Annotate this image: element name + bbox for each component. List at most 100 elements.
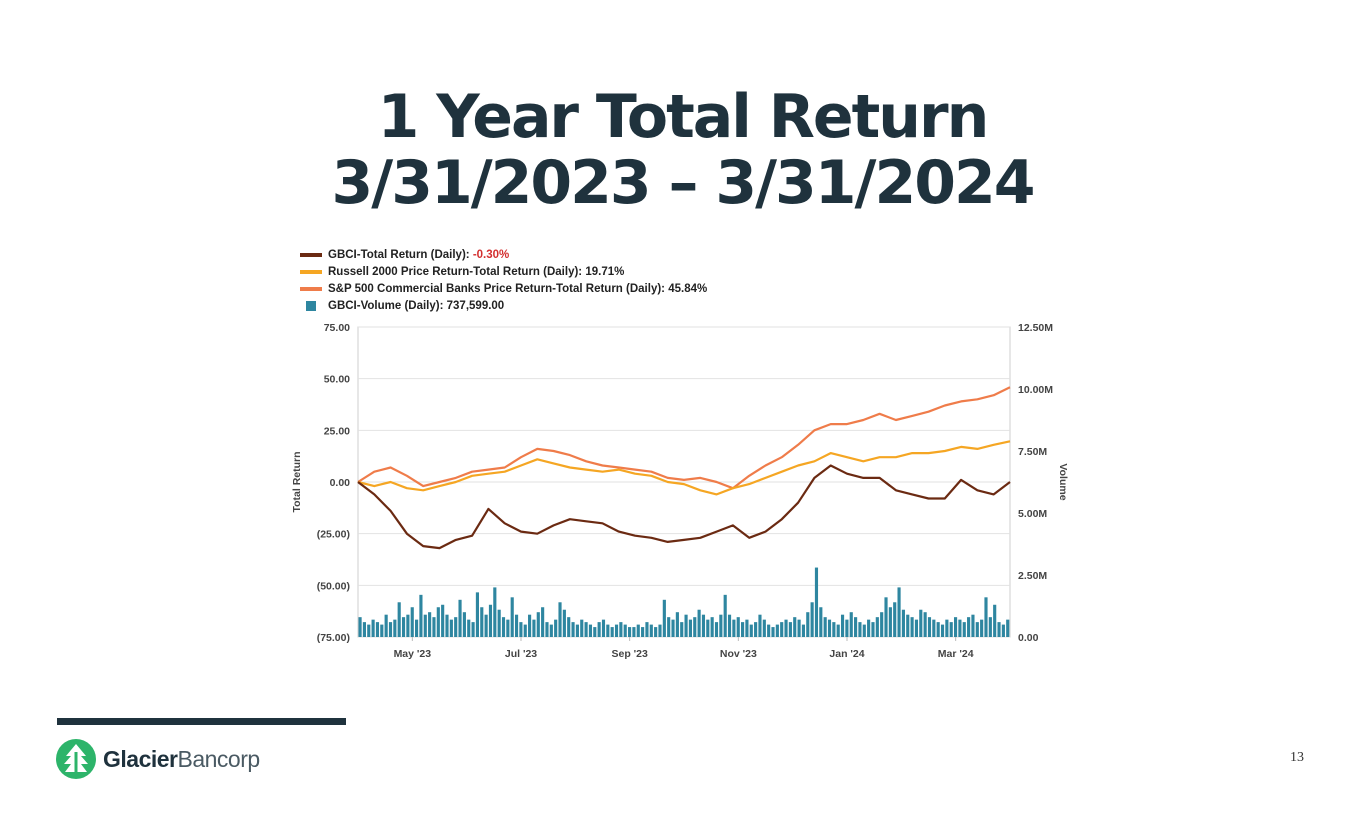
- volume-bar: [428, 612, 432, 637]
- volume-bar: [680, 622, 684, 637]
- volume-bar: [871, 622, 875, 637]
- volume-bar: [775, 624, 779, 637]
- volume-bar: [358, 617, 362, 637]
- volume-bar: [897, 587, 901, 637]
- volume-bar: [988, 617, 992, 637]
- volume-bar: [953, 617, 958, 637]
- volume-bar: [471, 622, 475, 637]
- volume-bar: [597, 622, 601, 637]
- volume-bar: [627, 627, 632, 637]
- legend-label: Russell 2000 Price Return-Total Return (…: [328, 265, 583, 278]
- page-number: 13: [1290, 750, 1304, 765]
- volume-bar: [884, 597, 888, 637]
- volume-bar: [493, 587, 497, 637]
- volume-bar: [667, 617, 671, 637]
- volume-bar: [571, 622, 575, 637]
- y2-tick-label: 7.50M: [1018, 446, 1047, 458]
- volume-bar: [967, 617, 971, 637]
- volume-bar: [662, 599, 666, 637]
- legend-label: GBCI-Volume (Daily):: [328, 299, 444, 312]
- volume-bar: [397, 602, 401, 637]
- volume-bar: [732, 619, 736, 637]
- volume-bar: [614, 624, 619, 637]
- volume-bar: [749, 624, 753, 637]
- volume-bar: [632, 627, 636, 637]
- volume-bar: [862, 624, 866, 637]
- volume-bar: [793, 617, 797, 637]
- brand-name: GlacierBancorp: [103, 746, 260, 773]
- volume-bar: [406, 614, 410, 637]
- legend-item-volume: GBCI-Volume (Daily): 737,599.00: [300, 297, 707, 314]
- volume-bar: [854, 617, 858, 637]
- legend-swatch: [300, 269, 322, 274]
- volume-bar: [484, 614, 488, 637]
- volume-bar: [645, 622, 649, 637]
- volume-bar: [980, 619, 984, 637]
- legend-value: -0.30%: [472, 248, 510, 261]
- volume-bar: [810, 602, 814, 637]
- legend-swatch: [300, 252, 322, 257]
- volume-bar: [814, 567, 819, 637]
- volume-bar: [536, 612, 540, 637]
- y-tick-label: 75.00: [324, 322, 350, 334]
- volume-bar: [1001, 624, 1005, 637]
- volume-bar: [741, 622, 745, 637]
- volume-bar: [584, 622, 588, 637]
- y-tick-label: (25.00): [317, 529, 350, 541]
- volume-bar: [523, 624, 527, 637]
- series-line-2: [357, 386, 1011, 490]
- volume-bar: [827, 619, 832, 637]
- volume-bar: [445, 614, 449, 637]
- volume-bar: [880, 612, 884, 637]
- volume-bar: [906, 614, 910, 637]
- volume-bar: [480, 607, 484, 637]
- volume-bar: [875, 617, 879, 637]
- series-line-0: [357, 464, 1011, 550]
- volume-bar: [832, 622, 836, 637]
- y-tick-label: (50.00): [317, 580, 350, 592]
- legend-label: GBCI-Total Return (Daily):: [328, 248, 470, 261]
- volume-bar: [545, 622, 549, 637]
- volume-bar: [375, 622, 380, 637]
- volume-bar: [497, 609, 501, 637]
- volume-bar: [562, 609, 566, 637]
- volume-bar: [649, 624, 653, 637]
- volume-bar: [384, 614, 388, 637]
- volume-bar: [840, 614, 845, 637]
- volume-bar: [575, 624, 579, 637]
- volume-bar: [788, 622, 792, 637]
- volume-bar: [762, 619, 766, 637]
- y-tick-label: 0.00: [330, 477, 351, 489]
- volume-bar: [558, 602, 562, 637]
- volume-bar: [380, 624, 384, 637]
- volume-bar: [706, 619, 710, 637]
- volume-bar: [993, 604, 997, 637]
- volume-bar: [588, 624, 593, 637]
- volume-bar: [971, 614, 975, 637]
- volume-bar: [723, 594, 727, 637]
- total-return-chart: 75.00 50.00 25.00 0.00 (25.00) (50.00) (75.00)…: [291, 322, 1069, 660]
- y-tick-label: 25.00: [324, 425, 350, 437]
- volume-bar: [858, 622, 862, 637]
- volume-bar: [454, 617, 458, 637]
- x-tick-label: Nov '23: [720, 648, 757, 660]
- volume-bar: [919, 609, 923, 637]
- volume-bar: [714, 622, 719, 637]
- legend-swatch: [300, 286, 322, 291]
- brand-logo: GlacierBancorp: [55, 738, 260, 780]
- volume-bar: [606, 624, 610, 637]
- volume-bar: [541, 607, 545, 637]
- slide-title-line2: 3/31/2023 – 3/31/2024: [331, 148, 1036, 218]
- volume-bar: [910, 617, 914, 637]
- volume-bar: [580, 619, 584, 637]
- y2-tick-label: 2.50M: [1018, 570, 1047, 582]
- volume-bar: [619, 622, 623, 637]
- volume-bar: [688, 619, 692, 637]
- volume-bar: [927, 617, 932, 637]
- y2-tick-label: 0.00: [1018, 632, 1039, 644]
- volume-bar: [641, 627, 645, 637]
- x-tick-label: Jul '23: [505, 648, 537, 660]
- legend-label: S&P 500 Commercial Banks Price Return-To…: [328, 282, 666, 295]
- volume-bar: [567, 617, 571, 637]
- volume-bar: [697, 609, 701, 637]
